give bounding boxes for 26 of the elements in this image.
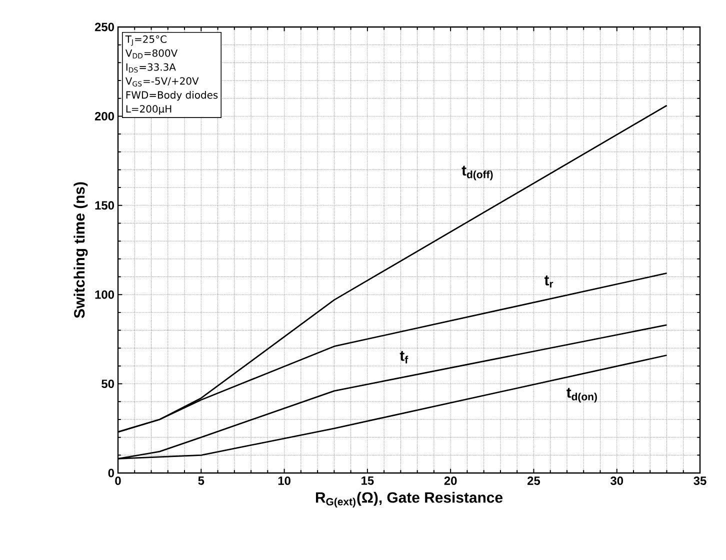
- y-tick-label: 50: [102, 380, 114, 388]
- x-axis-title: R$_{G(ext)}$(Ω), Gate Resistance: [316, 492, 502, 508]
- series-label: t$_{d(off)}$: [462, 166, 493, 180]
- annotation: I$_{DS}$=33.3A: [126, 63, 176, 73]
- x-tick-label: 25: [527, 476, 540, 485]
- y-tick-label: 150: [95, 201, 114, 210]
- annotation: FWD=Body diodes: [126, 90, 218, 101]
- y-tick-label: 200: [94, 112, 114, 120]
- y-axis-title: Switching time (ns): [74, 182, 88, 318]
- x-tick-label: 20: [444, 476, 457, 485]
- series-label: t$_{f}$: [400, 350, 408, 364]
- y-tick-label: 0: [108, 468, 114, 478]
- y-tick-label: 250: [94, 22, 114, 32]
- annotation: V$_{GS}$=-5V/+20V: [125, 77, 199, 86]
- x-tick-label: 5: [198, 476, 204, 485]
- annotation: L=200µH: [126, 105, 172, 115]
- x-tick-label: 0: [115, 476, 121, 485]
- annotation: T$_{J}$=25°C: [125, 35, 166, 46]
- x-tick-label: 30: [610, 476, 624, 486]
- x-tick-label: 15: [362, 476, 374, 485]
- series-label: t$_{r}$: [544, 276, 554, 288]
- x-tick-label: 35: [694, 476, 706, 486]
- series-label: t$_{d(on)}$: [566, 388, 597, 402]
- annotation: V$_{DD}$=800V: [125, 49, 178, 58]
- x-tick-label: 10: [278, 476, 290, 485]
- y-tick-label: 100: [95, 290, 114, 299]
